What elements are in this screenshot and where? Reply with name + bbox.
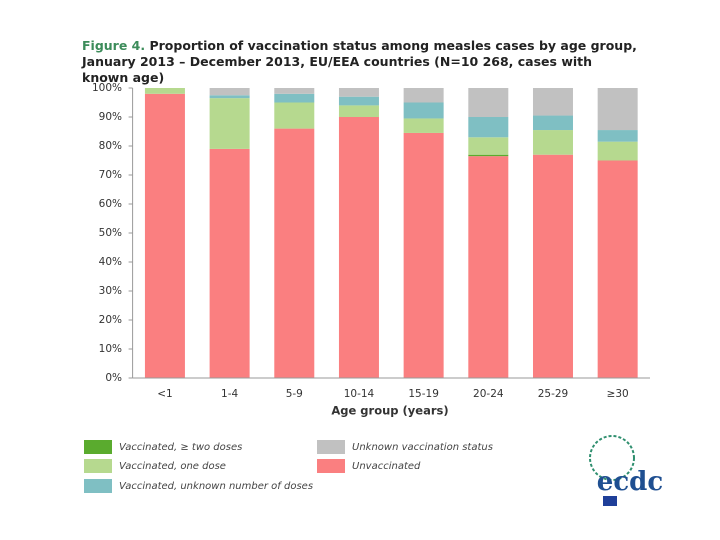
bar-segment xyxy=(597,160,638,378)
y-tick-label: 10% xyxy=(99,343,122,355)
legend-label: Vaccinated, one dose xyxy=(119,461,226,472)
chart-title-block: Figure 4. Proportion of vaccination stat… xyxy=(82,38,642,86)
logo: ecdc xyxy=(589,435,663,506)
y-tick-label: 60% xyxy=(99,198,122,210)
bar-segment xyxy=(338,117,379,378)
bar-segment xyxy=(338,88,379,97)
x-tick-label: 15-19 xyxy=(408,388,439,400)
bar-segment xyxy=(274,93,315,103)
bar-segment xyxy=(144,93,185,379)
bar-segment xyxy=(338,105,379,117)
bar-segment xyxy=(403,118,444,133)
legend-label: Vaccinated, unknown number of doses xyxy=(119,481,313,492)
y-tick-label: 0% xyxy=(105,372,122,384)
y-tick-label: 30% xyxy=(99,285,122,297)
bar-segment xyxy=(274,102,315,129)
x-tick-label: 10-14 xyxy=(344,388,375,400)
x-tick-label: 20-24 xyxy=(473,388,504,400)
bar-segment xyxy=(209,95,250,99)
bar-segment xyxy=(403,88,444,103)
bar-segment xyxy=(532,88,573,116)
bar-segment xyxy=(468,117,509,138)
x-tick-label: ≥30 xyxy=(607,388,629,400)
bar-segment xyxy=(597,88,638,131)
bar-segment xyxy=(532,154,573,378)
legend-label: Unvaccinated xyxy=(352,461,421,472)
bar-segment xyxy=(468,137,509,155)
legend-swatch xyxy=(317,459,345,473)
logo-globe xyxy=(589,435,635,481)
bar-segment xyxy=(597,141,638,161)
x-axis-title: Age group (years) xyxy=(331,404,448,418)
legend-swatch xyxy=(84,440,112,454)
y-tick-label: 20% xyxy=(99,314,122,326)
bar-segment xyxy=(144,88,185,94)
bar-segment xyxy=(274,128,315,378)
bar-segment xyxy=(209,88,250,96)
legend-swatch xyxy=(84,459,112,473)
bar-segment xyxy=(468,88,509,117)
bar-segment xyxy=(597,130,638,142)
bar-segment xyxy=(468,154,509,157)
y-tick-label: 100% xyxy=(92,82,122,94)
legend-label: Vaccinated, ≥ two doses xyxy=(119,442,242,453)
chart-title: Proportion of vaccination status among m… xyxy=(82,38,637,85)
y-tick-label: 70% xyxy=(99,169,122,181)
x-tick-label: 25-29 xyxy=(538,388,569,400)
bar-segment xyxy=(468,156,509,378)
y-tick-label: 80% xyxy=(99,140,122,152)
legend-swatch xyxy=(84,479,112,493)
y-tick-label: 90% xyxy=(99,111,122,123)
bar-segment xyxy=(532,115,573,131)
legend-label: Unknown vaccination status xyxy=(352,442,493,453)
eu-flag xyxy=(603,496,617,506)
bar-segment xyxy=(338,96,379,106)
bar-segment xyxy=(532,130,573,155)
bar-segment xyxy=(274,88,315,94)
x-tick-label: 1-4 xyxy=(221,388,238,400)
bar-segment xyxy=(403,102,444,119)
y-tick-label: 40% xyxy=(99,256,122,268)
bar-segment xyxy=(403,132,444,378)
bar-segment xyxy=(209,148,250,378)
logo-text: ecdc xyxy=(597,467,663,497)
x-tick-label: 5-9 xyxy=(286,388,303,400)
figure-label: Figure 4. xyxy=(82,38,146,53)
legend-swatch xyxy=(317,440,345,454)
y-tick-label: 50% xyxy=(99,227,122,239)
x-tick-label: <1 xyxy=(157,388,172,400)
bar-segment xyxy=(209,98,250,149)
